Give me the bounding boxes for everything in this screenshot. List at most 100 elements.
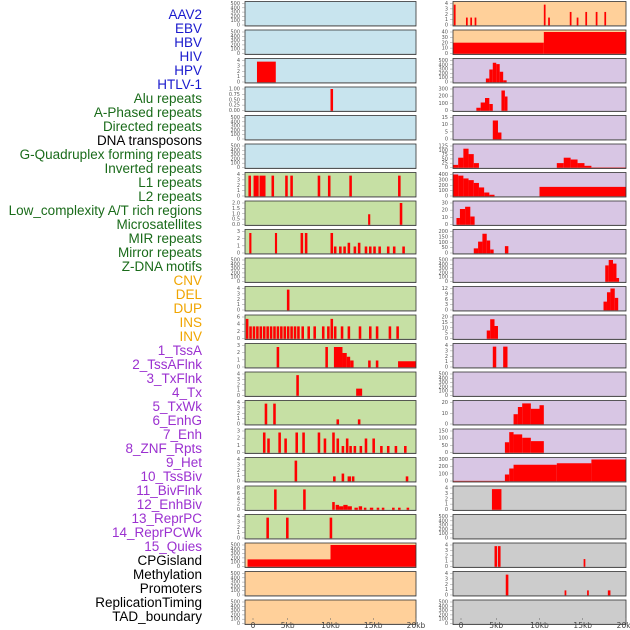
data-bar [363, 507, 367, 511]
data-bar [333, 476, 336, 483]
x-tick-label: 10kb [321, 621, 340, 630]
y-tick-label: 200 [438, 464, 448, 470]
y-tick-label: 0 [237, 279, 240, 285]
y-tick-label: 200 [230, 156, 240, 162]
y-tick-label: 0 [445, 536, 448, 542]
y-tick-label: 3 [237, 291, 240, 297]
y-tick-label: 1 [237, 443, 240, 449]
y-tick-label: 0 [237, 194, 240, 200]
y-tick-label: 400 [438, 262, 448, 268]
y-tick-label: 2 [237, 502, 240, 508]
y-tick-label: 500 [230, 30, 240, 36]
data-bar [336, 419, 340, 426]
y-tick-label: 20 [442, 315, 448, 321]
data-bar [482, 233, 487, 254]
y-tick-label: 0 [237, 479, 240, 485]
data-bar [267, 438, 270, 454]
feature-label: 5_TxWk [152, 399, 202, 414]
y-tick-label: 3 [237, 377, 240, 383]
y-tick-label: 300 [230, 10, 240, 16]
data-bar [271, 175, 275, 198]
panel-background [453, 571, 626, 596]
y-tick-label: 400 [438, 604, 448, 610]
data-bar [505, 574, 509, 597]
data-bar [330, 545, 416, 568]
data-bar [296, 375, 299, 397]
data-bar [491, 489, 502, 511]
data-bar [473, 248, 479, 255]
y-tick-label: 2 [237, 297, 240, 303]
y-tick-label: 9 [445, 291, 448, 297]
data-bar [353, 446, 357, 454]
panel-frame [244, 29, 417, 55]
y-tick-label: 2 [445, 496, 448, 502]
data-bar [368, 246, 372, 254]
feature-label: DUP [173, 301, 202, 316]
data-bar [368, 214, 371, 226]
y-tick-label: 0 [445, 194, 448, 200]
y-tick-label: 2 [237, 525, 240, 531]
data-bar [300, 233, 304, 254]
panel-background [245, 372, 416, 397]
data-bar [368, 326, 372, 340]
data-bar [402, 246, 405, 254]
y-tick-label: 2 [237, 436, 240, 442]
panel-frame [244, 514, 417, 540]
data-bar [381, 507, 385, 511]
y-tick-label: 30 [442, 201, 448, 207]
y-tick-label: 20 [442, 208, 448, 214]
data-bar [539, 186, 626, 198]
data-bar [321, 326, 325, 340]
data-bar [497, 132, 502, 140]
feature-label: ReplicationTiming [95, 595, 202, 610]
data-bar [358, 506, 363, 511]
panel-frame [452, 400, 627, 426]
data-bar [548, 17, 550, 26]
panel-background [453, 486, 626, 511]
x-tick-label: 15kb [573, 621, 592, 630]
feature-label: Mirror repeats [118, 245, 202, 260]
y-tick-label: 200 [438, 71, 448, 77]
panel-left-12: 321 0 [237, 343, 417, 371]
feature-label: MIR repeats [128, 231, 202, 246]
data-bar [530, 441, 544, 454]
data-bar [375, 360, 379, 368]
data-bar [576, 17, 579, 26]
data-bar [313, 326, 316, 340]
panel-frame [452, 58, 627, 84]
panel-background [453, 372, 626, 397]
data-bar [317, 175, 321, 198]
data-bar [504, 474, 510, 482]
data-bar [476, 107, 481, 112]
y-tick-label: 400 [438, 62, 448, 68]
y-tick-label: 500 [438, 600, 448, 606]
data-bar [349, 446, 352, 454]
y-tick-label: 0 [445, 422, 448, 428]
y-tick-label: 300 [230, 551, 240, 557]
data-bar [490, 319, 495, 340]
feature-label: Methylation [133, 567, 202, 582]
data-bar [484, 192, 490, 197]
y-tick-label: 3 [237, 177, 240, 183]
data-bar [522, 403, 531, 425]
y-tick-label: 400 [438, 376, 448, 382]
data-bar [347, 326, 351, 340]
y-tick-label: 0 [237, 507, 240, 513]
data-bar [294, 460, 298, 483]
panel-frame [452, 86, 627, 112]
feature-label: L1 repeats [138, 175, 202, 190]
feature-label: HIV [179, 49, 202, 64]
panel-frame [244, 457, 417, 483]
data-bar [503, 80, 507, 83]
panel-frame [452, 115, 627, 141]
data-bar [284, 438, 287, 454]
data-bar [349, 175, 352, 198]
data-bar [273, 326, 276, 340]
y-tick-label: 0 [445, 507, 448, 513]
data-bar [453, 4, 456, 27]
panel-background [453, 286, 626, 311]
